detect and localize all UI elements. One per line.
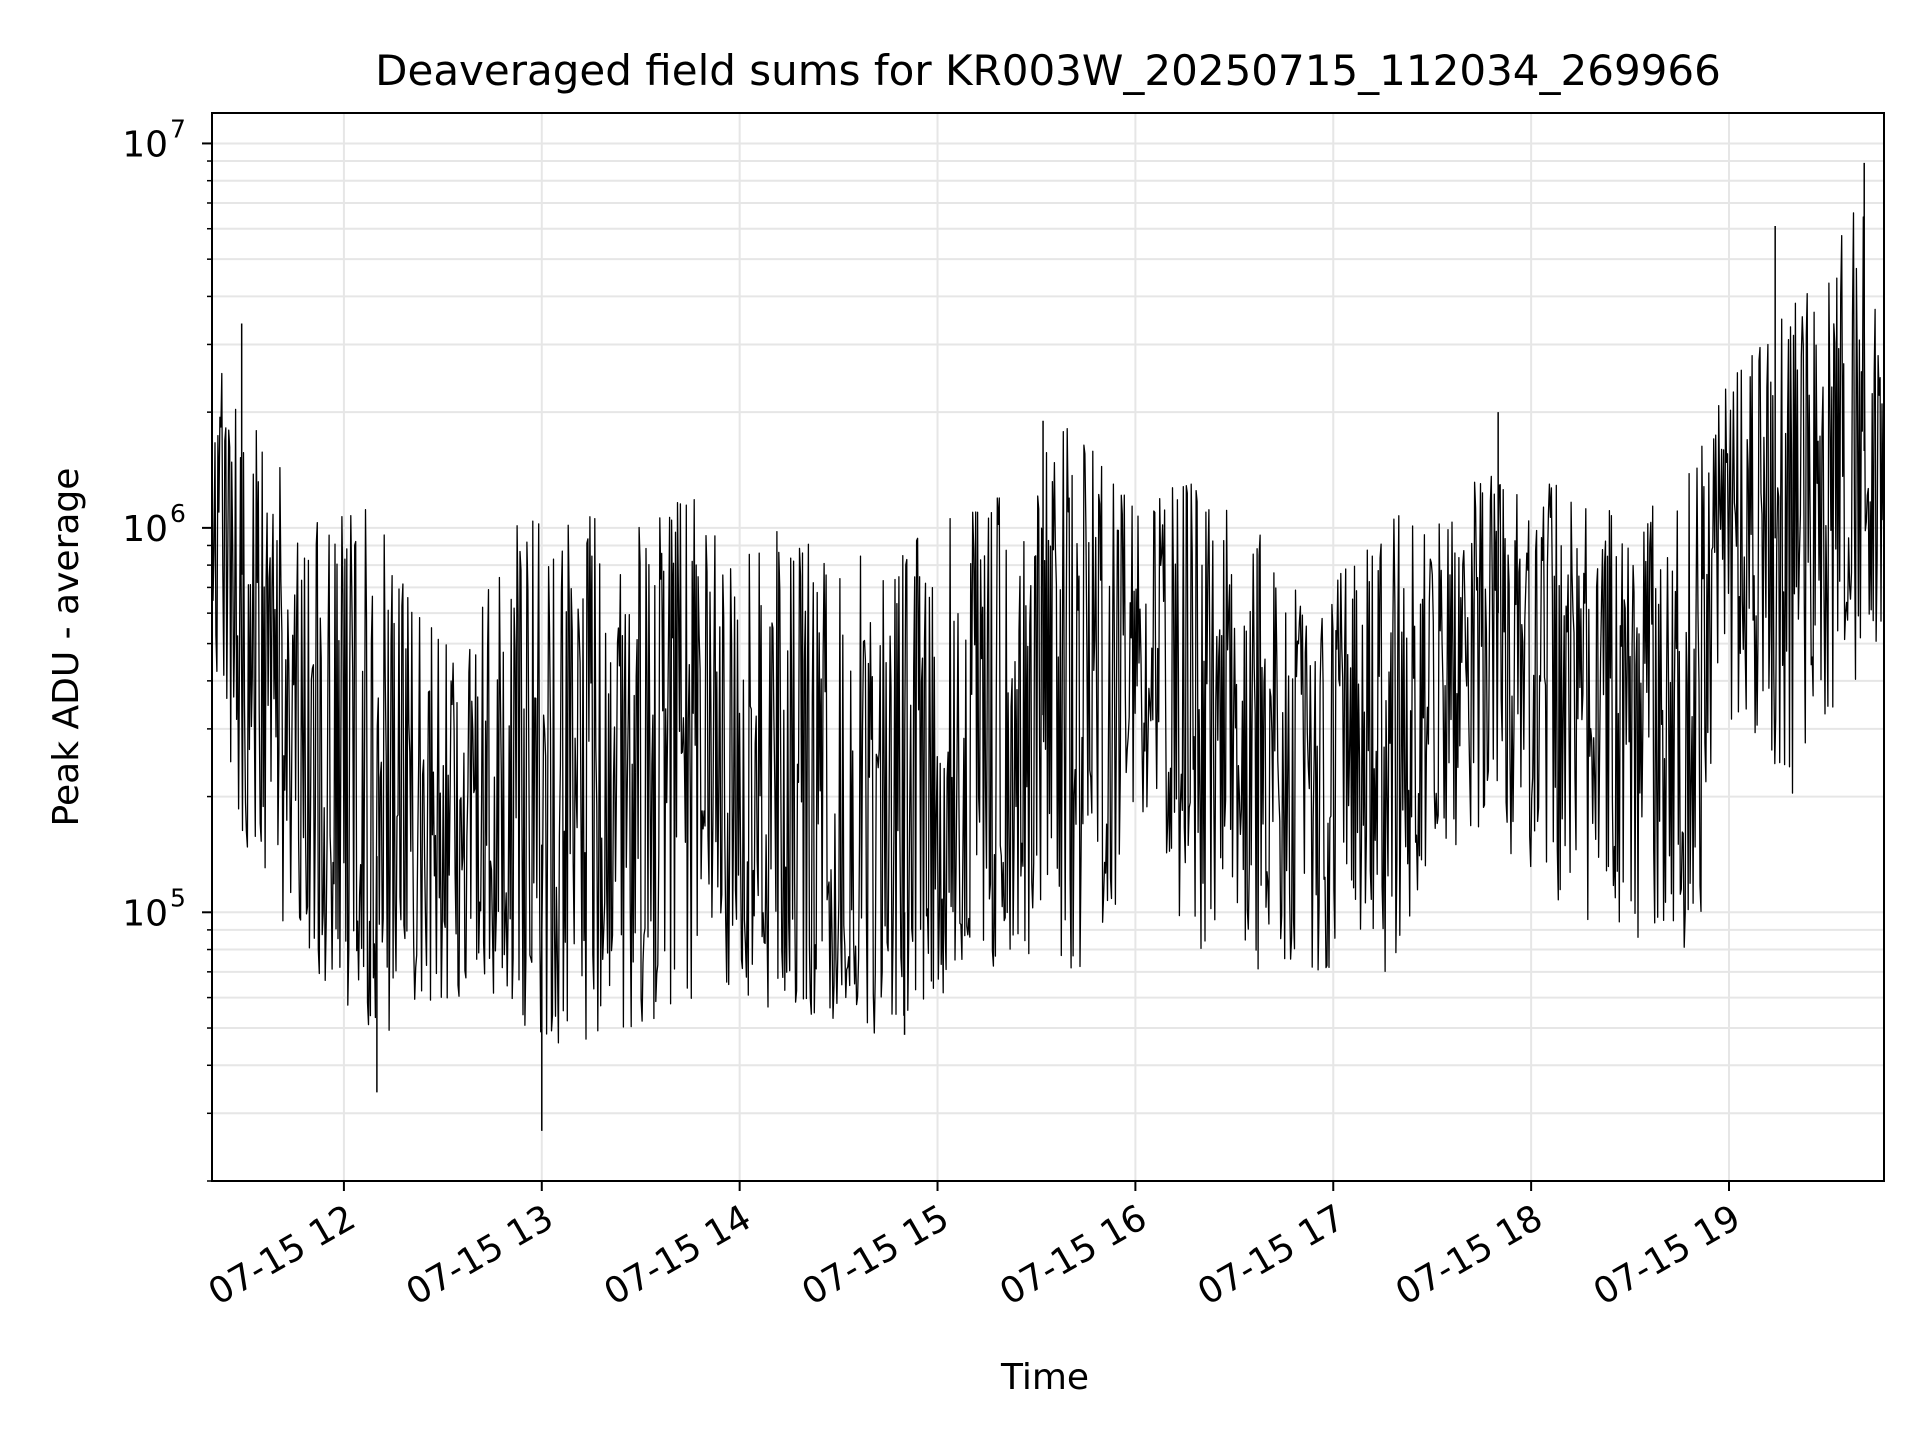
series-layer [211, 162, 1885, 1131]
y-tick-label: 10 [122, 509, 168, 550]
series-line [211, 212, 1885, 1044]
chart-title: Deaveraged field sums for KR003W_2025071… [375, 46, 1721, 95]
y-tick-label: 10 [122, 124, 168, 165]
plot-frame [211, 112, 1885, 1182]
y-tick-label: 10 [122, 893, 168, 934]
y-tick-label-exponent: 7 [170, 114, 186, 143]
y-tick-label-exponent: 5 [170, 883, 186, 912]
y-axis-label: Peak ADU - average [46, 468, 87, 827]
x-axis-label: Time [1000, 1357, 1089, 1398]
grid-major [212, 113, 1884, 1181]
y-tick-label-exponent: 6 [170, 499, 186, 528]
